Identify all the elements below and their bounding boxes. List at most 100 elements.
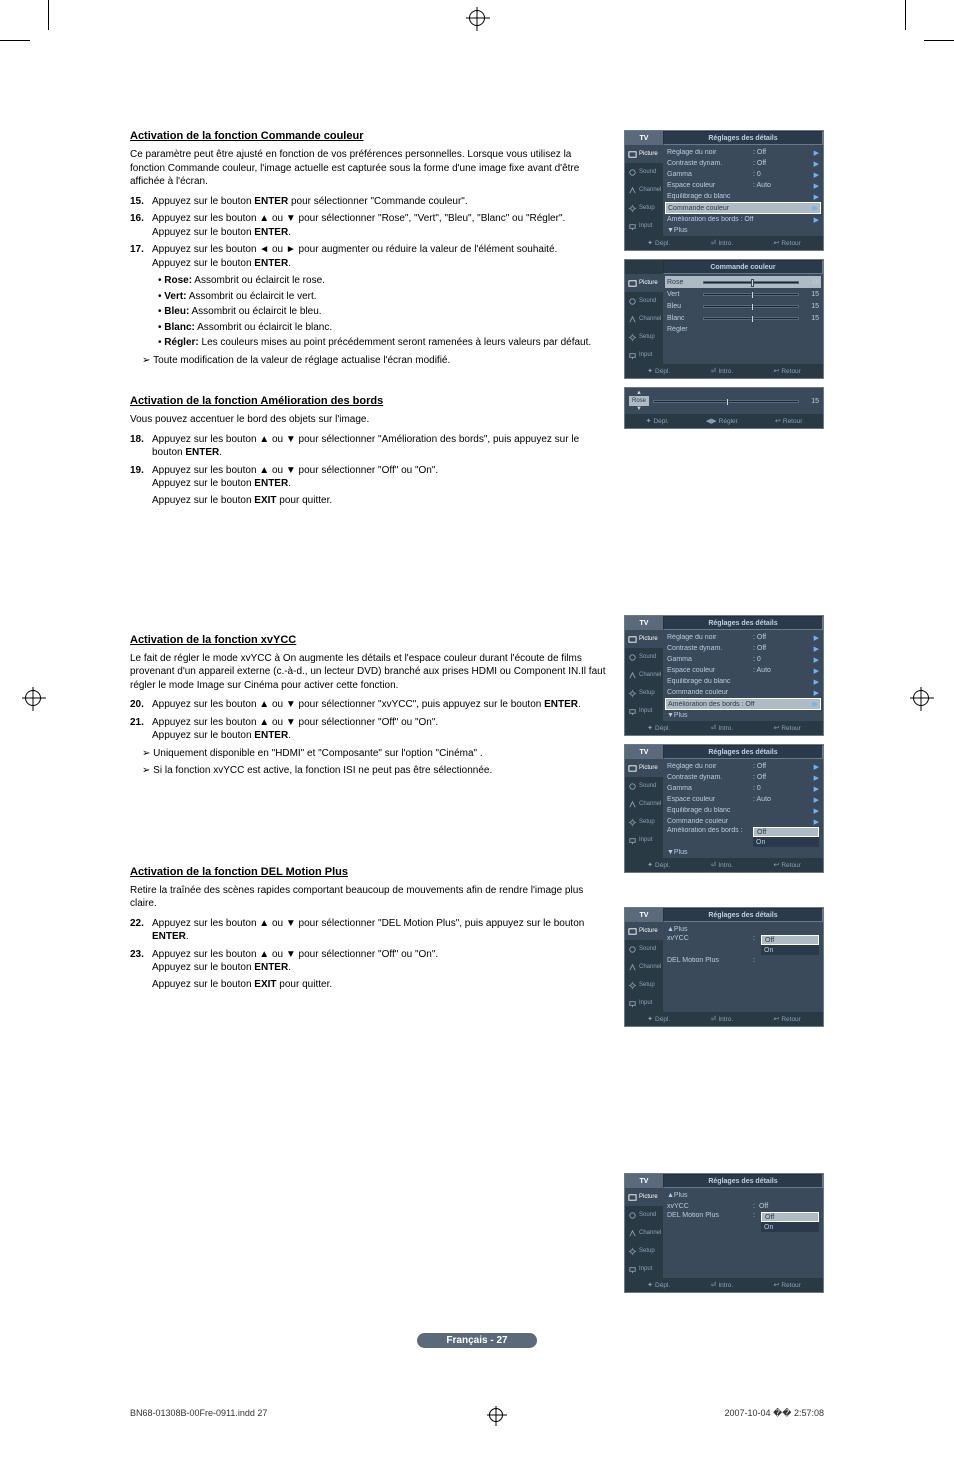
channel-icon: [628, 186, 637, 195]
section-title: Activation de la fonction DEL Motion Plu…: [130, 866, 606, 878]
note-text: Toute modification de la valeur de régla…: [130, 354, 606, 368]
move-icon: ✦: [647, 367, 653, 375]
osd-sidebar-item: Picture: [625, 274, 663, 292]
osd-sidebar-item: Setup: [625, 976, 663, 994]
sound-icon: [628, 168, 637, 177]
osd-row-more: ▼Plus: [665, 710, 821, 721]
osd-row-more: ▼Plus: [665, 847, 821, 858]
step-text: Appuyez sur les bouton ▲ ou ▼ pour sélec…: [152, 698, 581, 712]
step-number: 16.: [130, 212, 152, 239]
registration-mark-icon: [25, 690, 41, 706]
step-text: Appuyez sur les bouton ▲ ou ▼ pour sélec…: [152, 433, 606, 460]
osd-sidebar-item: Picture: [625, 1188, 663, 1206]
chevron-right-icon: ▶: [814, 807, 819, 815]
chevron-right-icon: ▶: [814, 818, 819, 826]
slider-thumb: [751, 279, 754, 287]
step-number: 23.: [130, 948, 152, 975]
chevron-right-icon: ▶: [814, 796, 819, 804]
osd-sidebar-item: Setup: [625, 328, 663, 346]
input-icon: [628, 999, 637, 1008]
sound-icon: [628, 653, 637, 662]
step-text: Appuyez sur les bouton ▲ ou ▼ pour sélec…: [152, 948, 438, 975]
section-del-motion-plus: Activation de la fonction DEL Motion Plu…: [130, 866, 606, 990]
osd-row-select: xvYCC : Off On: [665, 935, 821, 955]
osd-row: Gamma: 0▶: [665, 169, 821, 180]
slider-thumb: [751, 303, 754, 311]
osd-title: Réglages des détails: [663, 745, 823, 759]
osd-panel-details-3: TV Réglages des détails PictureSoundChan…: [624, 744, 824, 873]
sound-icon: [628, 1211, 637, 1220]
osd-option: On: [753, 837, 819, 847]
osd-sidebar-item: Input: [625, 831, 663, 849]
osd-footer: ✦Dépl. ⏎Intro. ↩Retour: [625, 1278, 823, 1292]
chevron-right-icon: ▶: [814, 645, 819, 653]
osd-sidebar-item: Channel: [625, 310, 663, 328]
input-icon: [628, 222, 637, 231]
enter-icon: ⏎: [710, 1015, 716, 1023]
osd-panel-commande-couleur: Commande couleur PictureSoundChannelSetu…: [624, 259, 824, 379]
osd-row: Espace couleur: Auto▶: [665, 180, 821, 191]
osd-sidebar-item: Channel: [625, 1224, 663, 1242]
osd-sidebar: PictureSoundChannelSetupInput: [625, 759, 663, 858]
step-number: 20.: [130, 698, 152, 712]
chevron-right-icon: ▶: [814, 785, 819, 793]
osd-footer: ✦Dépl. ⏎Intro. ↩Retour: [625, 236, 823, 250]
osd-footer: ✦Dépl. ◀▶Régler ↩Retour: [625, 414, 823, 428]
osd-sidebar-item: Sound: [625, 1206, 663, 1224]
picture-icon: [628, 1193, 637, 1202]
section-desc: Le fait de régler le mode xvYCC à On aug…: [130, 652, 606, 693]
osd-slider-row: Rose15: [665, 276, 821, 288]
chevron-right-icon: ▶: [814, 160, 819, 168]
osd-footer: ✦Dépl. ⏎Intro. ↩Retour: [625, 364, 823, 378]
osd-row: Gamma: 0▶: [665, 654, 821, 665]
chevron-right-icon: ▶: [814, 149, 819, 157]
osd-title: Réglages des détails: [663, 131, 823, 145]
slider-track: [703, 293, 799, 296]
chevron-right-icon: ▶: [814, 216, 819, 224]
bullet-item: Rose: Assombrit ou éclaircit le rose.: [158, 274, 606, 288]
slider-track: [653, 400, 799, 403]
osd-panel-details-2: TV Réglages des détails PictureSoundChan…: [624, 615, 824, 736]
slider-thumb: [726, 398, 729, 406]
setup-icon: [628, 204, 637, 213]
osd-sidebar-item: Setup: [625, 684, 663, 702]
osd-sidebar: PictureSoundChannelSetupInput: [625, 274, 663, 364]
osd-sidebar-item: Sound: [625, 777, 663, 795]
osd-option-selected: Off: [753, 827, 819, 837]
step-number: 15.: [130, 195, 152, 209]
registration-mark-icon: [469, 10, 485, 26]
chevron-right-icon: ▶: [814, 171, 819, 179]
enter-icon: ⏎: [710, 367, 716, 375]
setup-icon: [628, 818, 637, 827]
exit-line: Appuyez sur le bouton EXIT pour quitter.: [130, 495, 606, 506]
osd-tv-label: TV: [625, 1174, 663, 1188]
move-icon: ✦: [647, 1015, 653, 1023]
move-icon: ✦: [647, 724, 653, 732]
osd-sidebar: PictureSoundChannelSetupInput: [625, 145, 663, 236]
osd-row-more: ▲Plus: [665, 1190, 821, 1201]
osd-sidebar-item: Picture: [625, 922, 663, 940]
osd-sidebar-item: Setup: [625, 813, 663, 831]
osd-row: Réglage du noir: Off▶: [665, 632, 821, 643]
section-title: Activation de la fonction Amélioration d…: [130, 395, 606, 407]
setup-icon: [628, 981, 637, 990]
osd-sidebar: PictureSoundChannelSetupInput: [625, 1188, 663, 1278]
print-file-name: BN68-01308B-00Fre-0911.indd 27: [130, 1408, 267, 1422]
osd-slider-row: Blanc15: [665, 312, 821, 324]
adjust-icon: ◀▶: [706, 417, 717, 425]
slider-track: [703, 305, 799, 308]
input-icon: [628, 707, 637, 716]
crop-mark: [48, 0, 49, 30]
slider-value: 15: [803, 398, 819, 405]
exit-line: Appuyez sur le bouton EXIT pour quitter.: [130, 979, 606, 990]
osd-row: Commande couleur▶: [665, 816, 821, 827]
note-text: Si la fonction xvYCC est active, la fonc…: [130, 764, 606, 778]
enter-icon: ⏎: [710, 1281, 716, 1289]
osd-row: Contraste dynam.: Off▶: [665, 772, 821, 783]
slider-track: [703, 317, 799, 320]
osd-sidebar-item: Channel: [625, 958, 663, 976]
bullet-item: Bleu: Assombrit ou éclaircit le bleu.: [158, 305, 606, 319]
return-icon: ↩: [773, 367, 779, 375]
osd-row: Gamma: 0▶: [665, 783, 821, 794]
enter-icon: ⏎: [710, 724, 716, 732]
